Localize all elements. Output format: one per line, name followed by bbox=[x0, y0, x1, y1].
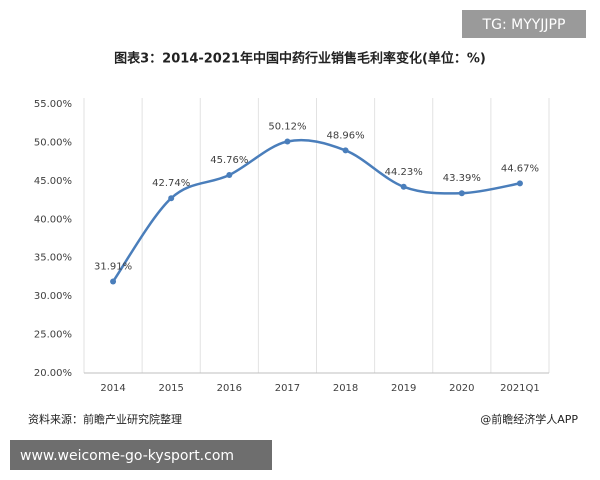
point bbox=[516, 180, 523, 187]
point bbox=[226, 172, 233, 179]
x-tick-label: 2019 bbox=[391, 383, 416, 394]
y-tick-label: 55.00% bbox=[34, 99, 72, 110]
y-tick-label: 30.00% bbox=[34, 291, 72, 302]
value-label: 45.76% bbox=[210, 155, 248, 166]
y-tick-label: 40.00% bbox=[34, 214, 72, 225]
point bbox=[458, 190, 465, 197]
value-label: 44.23% bbox=[385, 167, 423, 178]
y-tick-label: 50.00% bbox=[34, 137, 72, 148]
badge: TG: MYYJJPP bbox=[482, 17, 566, 33]
chart-title: 图表3：2014-2021年中国中药行业销售毛利率变化(单位：%) bbox=[114, 51, 486, 67]
x-tick-label: 2016 bbox=[217, 383, 242, 394]
point bbox=[110, 278, 117, 285]
x-tick-label: 2017 bbox=[275, 383, 300, 394]
source: 资料来源：前瞻产业研究院整理 bbox=[28, 412, 182, 426]
x-tick-label: 2018 bbox=[333, 383, 358, 394]
badge-box bbox=[462, 10, 586, 38]
x-tick-label: 2015 bbox=[158, 383, 183, 394]
value-label: 43.39% bbox=[443, 173, 481, 184]
y-tick-label: 25.00% bbox=[34, 330, 72, 341]
value-label: 48.96% bbox=[326, 130, 364, 141]
x-tick-label: 2014 bbox=[100, 383, 125, 394]
point bbox=[168, 195, 175, 202]
footer-url: www.weicome-go-kysport.com bbox=[20, 448, 234, 464]
x-tick-label: 2021Q1 bbox=[500, 383, 540, 394]
footer-box bbox=[10, 440, 272, 470]
point bbox=[400, 183, 407, 190]
value-label: 50.12% bbox=[268, 122, 306, 133]
y-tick-label: 35.00% bbox=[34, 253, 72, 264]
value-label: 44.67% bbox=[501, 163, 539, 174]
y-tick-label: 20.00% bbox=[34, 368, 72, 379]
value-label: 31.91% bbox=[94, 261, 132, 272]
value-label: 42.74% bbox=[152, 178, 190, 189]
point bbox=[342, 147, 349, 154]
x-tick-label: 2020 bbox=[449, 383, 474, 394]
point bbox=[284, 138, 291, 145]
y-tick-label: 45.00% bbox=[34, 176, 72, 187]
credit: @前瞻经济学人APP bbox=[480, 412, 578, 426]
